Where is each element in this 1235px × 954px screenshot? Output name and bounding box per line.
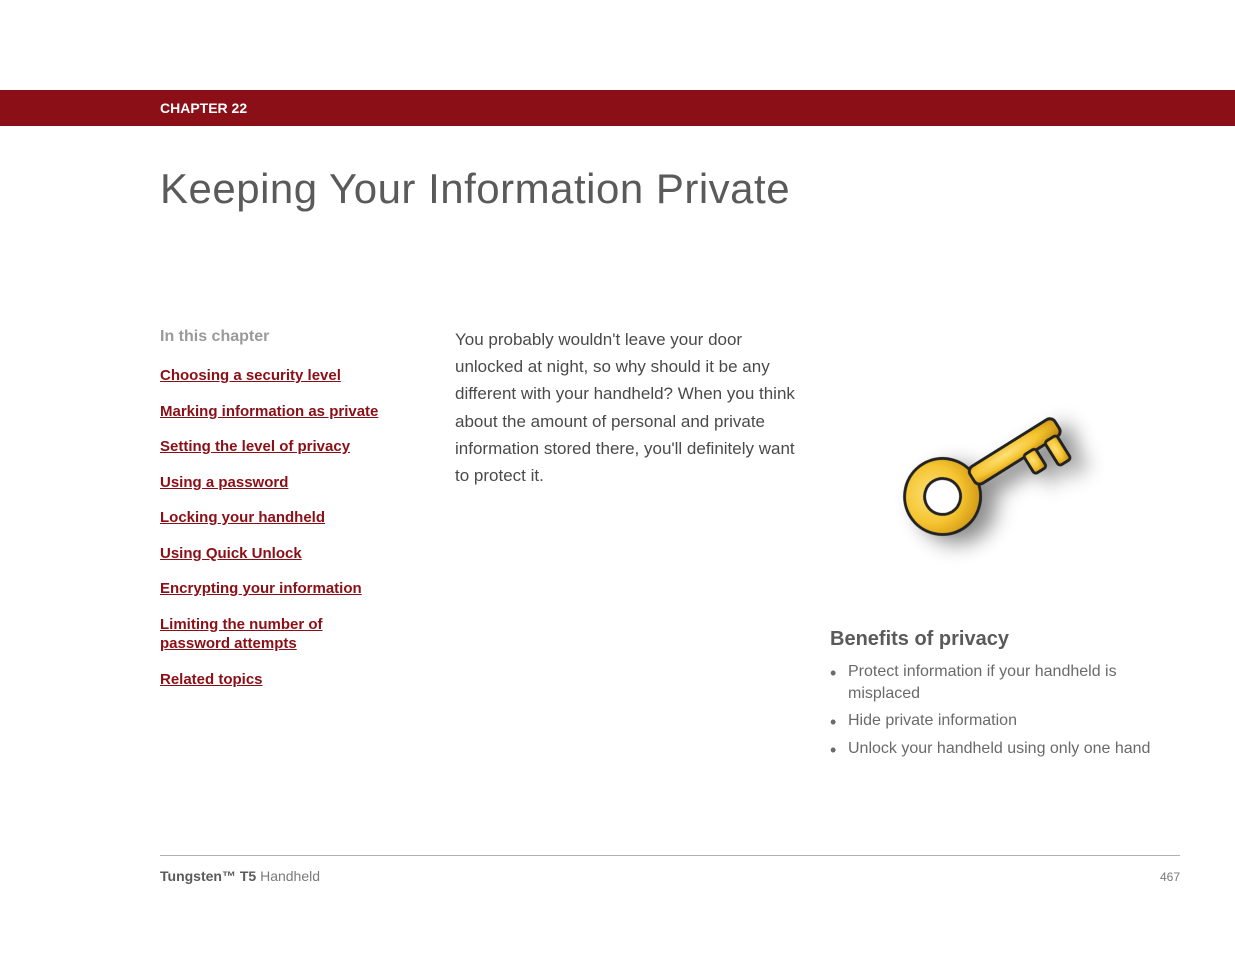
sidebar-toc: In this chapter Choosing a security leve… bbox=[160, 328, 420, 705]
toc-link-password-attempts[interactable]: Limiting the number of password attempts bbox=[160, 615, 380, 654]
page-title: Keeping Your Information Private bbox=[160, 165, 790, 213]
chapter-bar: CHAPTER 22 bbox=[0, 90, 1235, 126]
key-icon bbox=[865, 370, 1105, 575]
benefits-item: Protect information if your handheld is … bbox=[830, 661, 1180, 704]
footer-product-bold: Tungsten™ T5 bbox=[160, 868, 256, 884]
benefits-section: Benefits of privacy Protect information … bbox=[830, 628, 1180, 765]
toc-link-marking-private[interactable]: Marking information as private bbox=[160, 402, 380, 422]
sidebar-heading: In this chapter bbox=[160, 328, 420, 346]
toc-link-privacy-level[interactable]: Setting the level of privacy bbox=[160, 437, 380, 457]
benefits-item: Hide private information bbox=[830, 710, 1180, 732]
benefits-list: Protect information if your handheld is … bbox=[830, 661, 1180, 759]
footer-divider bbox=[160, 855, 1180, 856]
toc-link-quick-unlock[interactable]: Using Quick Unlock bbox=[160, 544, 380, 564]
toc-link-encrypting[interactable]: Encrypting your information bbox=[160, 579, 380, 599]
toc-link-related[interactable]: Related topics bbox=[160, 670, 380, 690]
chapter-label: CHAPTER 22 bbox=[160, 100, 247, 116]
intro-paragraph: You probably wouldn't leave your door un… bbox=[455, 326, 805, 489]
toc-link-locking[interactable]: Locking your handheld bbox=[160, 508, 380, 528]
toc-link-password[interactable]: Using a password bbox=[160, 473, 380, 493]
footer-product-rest: Handheld bbox=[256, 868, 320, 884]
benefits-item: Unlock your handheld using only one hand bbox=[830, 738, 1180, 760]
benefits-heading: Benefits of privacy bbox=[830, 628, 1180, 651]
footer-product: Tungsten™ T5 Handheld bbox=[160, 868, 320, 884]
toc-link-security-level[interactable]: Choosing a security level bbox=[160, 366, 380, 386]
footer-page-number: 467 bbox=[1160, 870, 1180, 884]
